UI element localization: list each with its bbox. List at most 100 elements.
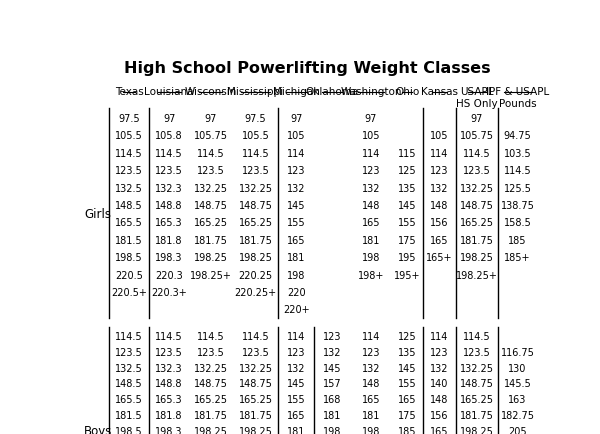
Text: 114.5: 114.5 bbox=[463, 148, 491, 158]
Text: 181.75: 181.75 bbox=[194, 410, 228, 420]
Text: 181.8: 181.8 bbox=[155, 235, 183, 245]
Text: 123: 123 bbox=[362, 166, 380, 176]
Text: 156: 156 bbox=[430, 218, 449, 228]
Text: 123: 123 bbox=[430, 166, 449, 176]
Text: 123.5: 123.5 bbox=[115, 166, 143, 176]
Text: 182.75: 182.75 bbox=[500, 410, 535, 420]
Text: 198+: 198+ bbox=[358, 270, 384, 280]
Text: 198: 198 bbox=[323, 426, 341, 434]
Text: 140: 140 bbox=[430, 378, 449, 388]
Text: 165: 165 bbox=[398, 394, 416, 404]
Text: Wisconsin: Wisconsin bbox=[185, 87, 237, 97]
Text: 165: 165 bbox=[362, 394, 380, 404]
Text: 114.5: 114.5 bbox=[115, 331, 143, 341]
Text: 148.8: 148.8 bbox=[155, 201, 183, 210]
Text: 165: 165 bbox=[362, 218, 380, 228]
Text: 181.8: 181.8 bbox=[155, 410, 183, 420]
Text: 123: 123 bbox=[362, 347, 380, 357]
Text: 123.5: 123.5 bbox=[242, 166, 269, 176]
Text: 97: 97 bbox=[365, 114, 377, 124]
Text: 148.75: 148.75 bbox=[460, 378, 494, 388]
Text: 114.5: 114.5 bbox=[463, 331, 491, 341]
Text: 220.5: 220.5 bbox=[115, 270, 143, 280]
Text: 155: 155 bbox=[287, 394, 305, 404]
Text: 132: 132 bbox=[362, 183, 380, 193]
Text: 135: 135 bbox=[398, 183, 416, 193]
Text: 105: 105 bbox=[362, 131, 380, 141]
Text: 165: 165 bbox=[287, 410, 305, 420]
Text: 181.75: 181.75 bbox=[239, 410, 272, 420]
Text: 97: 97 bbox=[290, 114, 302, 124]
Text: 105.8: 105.8 bbox=[155, 131, 183, 141]
Text: 123.5: 123.5 bbox=[197, 347, 225, 357]
Text: 145: 145 bbox=[287, 378, 305, 388]
Text: 105.5: 105.5 bbox=[115, 131, 143, 141]
Text: 165: 165 bbox=[430, 426, 449, 434]
Text: 115: 115 bbox=[398, 148, 416, 158]
Text: 165.3: 165.3 bbox=[155, 394, 183, 404]
Text: 123.5: 123.5 bbox=[197, 166, 225, 176]
Text: 181.5: 181.5 bbox=[115, 410, 143, 420]
Text: 114: 114 bbox=[362, 331, 380, 341]
Text: 220+: 220+ bbox=[283, 305, 310, 315]
Text: 105.5: 105.5 bbox=[242, 131, 269, 141]
Text: 168: 168 bbox=[323, 394, 341, 404]
Text: 97: 97 bbox=[163, 114, 175, 124]
Text: High School Powerlifting Weight Classes: High School Powerlifting Weight Classes bbox=[124, 60, 491, 76]
Text: 123.5: 123.5 bbox=[242, 347, 269, 357]
Text: 185: 185 bbox=[508, 235, 527, 245]
Text: 114.5: 114.5 bbox=[242, 148, 269, 158]
Text: 114: 114 bbox=[430, 331, 449, 341]
Text: 97: 97 bbox=[471, 114, 483, 124]
Text: 123: 123 bbox=[323, 331, 341, 341]
Text: 198.25+: 198.25+ bbox=[190, 270, 232, 280]
Text: 97: 97 bbox=[205, 114, 217, 124]
Text: 165.5: 165.5 bbox=[115, 218, 143, 228]
Text: 148.5: 148.5 bbox=[115, 378, 143, 388]
Text: 123: 123 bbox=[430, 347, 449, 357]
Text: 114: 114 bbox=[430, 148, 449, 158]
Text: 123.5: 123.5 bbox=[155, 347, 183, 357]
Text: 198: 198 bbox=[362, 253, 380, 263]
Text: 103.5: 103.5 bbox=[504, 148, 532, 158]
Text: 220.25+: 220.25+ bbox=[235, 287, 277, 297]
Text: 198: 198 bbox=[287, 270, 305, 280]
Text: 145: 145 bbox=[398, 363, 416, 373]
Text: 175: 175 bbox=[398, 235, 416, 245]
Text: 138.75: 138.75 bbox=[500, 201, 535, 210]
Text: 130: 130 bbox=[508, 363, 527, 373]
Text: 105.75: 105.75 bbox=[460, 131, 494, 141]
Text: 132.25: 132.25 bbox=[239, 363, 272, 373]
Text: 132: 132 bbox=[287, 183, 305, 193]
Text: 181.75: 181.75 bbox=[460, 410, 494, 420]
Text: 181.75: 181.75 bbox=[460, 235, 494, 245]
Text: 123.5: 123.5 bbox=[463, 347, 491, 357]
Text: 165.25: 165.25 bbox=[194, 394, 228, 404]
Text: 132: 132 bbox=[362, 363, 380, 373]
Text: 165.25: 165.25 bbox=[460, 394, 494, 404]
Text: 198.5: 198.5 bbox=[115, 253, 143, 263]
Text: 148.75: 148.75 bbox=[194, 378, 228, 388]
Text: 181.75: 181.75 bbox=[239, 235, 272, 245]
Text: 198.25: 198.25 bbox=[194, 426, 228, 434]
Text: Texas: Texas bbox=[115, 87, 143, 97]
Text: 132.25: 132.25 bbox=[194, 363, 228, 373]
Text: 198: 198 bbox=[362, 426, 380, 434]
Text: 220.3+: 220.3+ bbox=[151, 287, 187, 297]
Text: 132.5: 132.5 bbox=[115, 183, 143, 193]
Text: 125: 125 bbox=[398, 166, 416, 176]
Text: 198.5: 198.5 bbox=[115, 426, 143, 434]
Text: 165.25: 165.25 bbox=[460, 218, 494, 228]
Text: 185+: 185+ bbox=[505, 253, 531, 263]
Text: 165.25: 165.25 bbox=[239, 394, 272, 404]
Text: 132.25: 132.25 bbox=[194, 183, 228, 193]
Text: 132.5: 132.5 bbox=[115, 363, 143, 373]
Text: 132.3: 132.3 bbox=[155, 183, 183, 193]
Text: 132.25: 132.25 bbox=[460, 363, 494, 373]
Text: 181.75: 181.75 bbox=[194, 235, 228, 245]
Text: 114: 114 bbox=[287, 331, 305, 341]
Text: 220: 220 bbox=[287, 287, 305, 297]
Text: 116.75: 116.75 bbox=[500, 347, 535, 357]
Text: 105.75: 105.75 bbox=[194, 131, 228, 141]
Text: Washington: Washington bbox=[340, 87, 402, 97]
